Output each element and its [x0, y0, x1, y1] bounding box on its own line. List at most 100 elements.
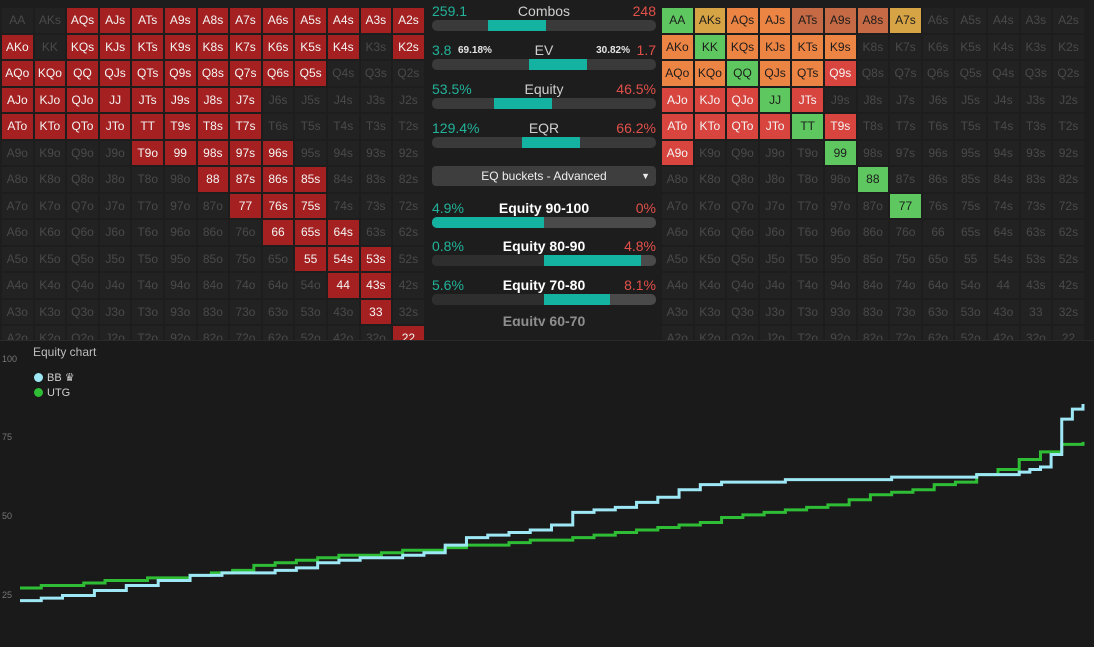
hand-cell[interactable]: A5o [2, 246, 33, 271]
hand-cell[interactable]: AA [2, 8, 33, 33]
hand-cell[interactable]: K4s [987, 34, 1019, 59]
hand-cell[interactable]: 42s [1053, 273, 1084, 298]
hand-cell[interactable]: 96o [824, 220, 856, 245]
hand-cell[interactable]: 84s [987, 167, 1019, 192]
hand-cell[interactable]: T6s [262, 114, 294, 139]
hand-cell[interactable]: J5s [295, 87, 326, 112]
hand-cell[interactable]: K3o [34, 299, 66, 324]
hand-cell[interactable]: QJo [67, 87, 98, 112]
hand-cell[interactable]: 76o [230, 220, 261, 245]
hand-cell[interactable]: J6o [99, 220, 131, 245]
hand-cell[interactable]: 44 [987, 273, 1019, 298]
hand-cell[interactable]: 77 [890, 193, 921, 218]
hand-cell[interactable]: J2s [1053, 87, 1084, 112]
hand-cell[interactable]: Q9s [824, 61, 856, 86]
hand-cell[interactable]: 44 [327, 273, 359, 298]
hand-cell[interactable]: Q6s [262, 61, 294, 86]
hand-cell[interactable]: J3s [360, 87, 392, 112]
hand-cell[interactable]: T8o [132, 167, 163, 192]
hand-cell[interactable]: 53o [955, 299, 986, 324]
hand-cell[interactable]: 93s [360, 140, 392, 165]
hand-cell[interactable]: K5o [694, 246, 726, 271]
hand-cell[interactable]: 88 [857, 167, 889, 192]
hand-cell[interactable]: T7o [132, 193, 163, 218]
hand-cell[interactable]: 95s [955, 140, 986, 165]
hand-cell[interactable]: A3o [2, 299, 33, 324]
hand-cell[interactable]: QJo [727, 87, 758, 112]
hand-cell[interactable]: 65o [922, 246, 954, 271]
hand-cell[interactable]: A9s [824, 8, 856, 33]
hand-cell[interactable]: T9s [164, 114, 196, 139]
hand-cell[interactable]: 73o [230, 299, 261, 324]
hand-cell[interactable]: QJs [99, 61, 131, 86]
hand-cell[interactable]: K3s [1020, 34, 1052, 59]
hand-cell[interactable]: Q9o [727, 140, 758, 165]
hand-cell[interactable]: J4o [759, 273, 791, 298]
hand-cell[interactable]: 73s [360, 193, 392, 218]
hand-cell[interactable]: 98s [857, 140, 889, 165]
hand-cell[interactable]: Q3s [1020, 61, 1052, 86]
hand-cell[interactable]: K8s [197, 34, 229, 59]
hand-cell[interactable]: T6s [922, 114, 954, 139]
hand-cell[interactable]: AQo [662, 61, 693, 86]
hand-cell[interactable]: A6s [262, 8, 294, 33]
hand-cell[interactable]: 53o [295, 299, 326, 324]
hand-cell[interactable]: AA [662, 8, 693, 33]
hand-cell[interactable]: J9s [824, 87, 856, 112]
hand-cell[interactable]: 76s [262, 193, 294, 218]
hand-cell[interactable]: 86o [197, 220, 229, 245]
hand-cell[interactable]: ATo [662, 114, 693, 139]
hand-cell[interactable]: 95s [295, 140, 326, 165]
hand-cell[interactable]: 32s [1053, 299, 1084, 324]
hand-cell[interactable]: 63o [262, 299, 294, 324]
hand-cell[interactable]: A6o [2, 220, 33, 245]
hand-cell[interactable]: K8s [857, 34, 889, 59]
hand-cell[interactable]: AKo [2, 34, 33, 59]
hand-cell[interactable]: Q5o [727, 246, 758, 271]
hand-cell[interactable]: Q4s [987, 61, 1019, 86]
hand-cell[interactable]: 83o [197, 299, 229, 324]
hand-cell[interactable]: ATs [792, 8, 823, 33]
hand-cell[interactable]: Q3o [727, 299, 758, 324]
hand-cell[interactable]: 53s [360, 246, 392, 271]
hand-cell[interactable]: T2s [393, 114, 424, 139]
hand-cell[interactable]: A6o [662, 220, 693, 245]
hand-cell[interactable]: JTo [99, 114, 131, 139]
hand-cell[interactable]: AKo [662, 34, 693, 59]
hand-cell[interactable]: K6s [922, 34, 954, 59]
hand-cell[interactable]: 66 [262, 220, 294, 245]
hand-cell[interactable]: K3o [694, 299, 726, 324]
hand-cell[interactable]: 98s [197, 140, 229, 165]
hand-cell[interactable]: 85o [197, 246, 229, 271]
hand-cell[interactable]: T6o [792, 220, 823, 245]
hand-cell[interactable]: K9o [34, 140, 66, 165]
hand-cell[interactable]: JJ [759, 87, 791, 112]
hand-cell[interactable]: T6o [132, 220, 163, 245]
hand-cell[interactable]: J3o [759, 299, 791, 324]
hand-cell[interactable]: J6s [262, 87, 294, 112]
hand-cell[interactable]: J6s [922, 87, 954, 112]
hand-cell[interactable]: K5o [34, 246, 66, 271]
hand-cell[interactable]: K9s [824, 34, 856, 59]
hand-cell[interactable]: 96o [164, 220, 196, 245]
hand-cell[interactable]: J7s [890, 87, 921, 112]
hand-cell[interactable]: T7s [890, 114, 921, 139]
hand-cell[interactable]: KTs [792, 34, 823, 59]
hand-cell[interactable]: J4o [99, 273, 131, 298]
hand-cell[interactable]: Q9o [67, 140, 98, 165]
hand-cell[interactable]: K9o [694, 140, 726, 165]
hand-cell[interactable]: J8o [99, 167, 131, 192]
hand-cell[interactable]: T8o [792, 167, 823, 192]
hand-cell[interactable]: 43o [327, 299, 359, 324]
hand-cell[interactable]: 99 [824, 140, 856, 165]
hand-cell[interactable]: Q6o [727, 220, 758, 245]
hand-cell[interactable]: 84o [197, 273, 229, 298]
hand-cell[interactable]: Q4s [327, 61, 359, 86]
hand-cell[interactable]: 93o [824, 299, 856, 324]
hand-cell[interactable]: 65s [955, 220, 986, 245]
hand-cell[interactable]: QTs [132, 61, 163, 86]
hand-cell[interactable]: Q9s [164, 61, 196, 86]
hand-cell[interactable]: J9o [99, 140, 131, 165]
hand-cell[interactable]: KQo [34, 61, 66, 86]
hand-cell[interactable]: KK [694, 34, 726, 59]
